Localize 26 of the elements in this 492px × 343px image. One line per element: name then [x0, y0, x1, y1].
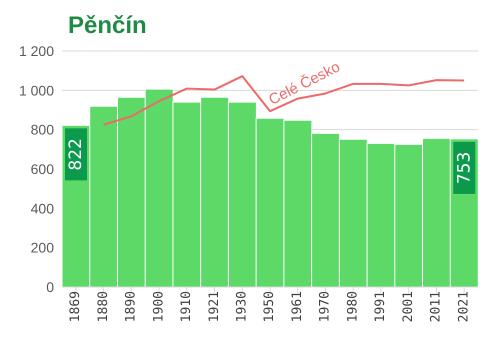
- data-label: 753: [454, 152, 474, 184]
- chart-title: Pěnčín: [68, 12, 147, 40]
- text: Celé Česko: [266, 58, 343, 109]
- x-tick-label: 1991: [373, 291, 388, 322]
- y-tick-label: 200: [30, 240, 54, 256]
- y-tick-label: 1 000: [18, 82, 54, 98]
- x-tick-label: 2021: [456, 291, 472, 322]
- x-tick-label: 1869: [68, 291, 84, 322]
- x-tick-label: 1970: [318, 291, 333, 322]
- x-tick-label: 1890: [124, 291, 139, 322]
- y-tick-label: 600: [30, 160, 54, 177]
- x-tick-label: 2011: [428, 291, 444, 322]
- y-tick-label: 800: [30, 122, 54, 138]
- x-tick-label: 1930: [234, 291, 250, 322]
- x-tick-label: 1900: [151, 291, 166, 322]
- x-tick-label: 1910: [179, 291, 194, 322]
- x-tick-label: 2001: [400, 291, 416, 322]
- y-tick-label: 1 200: [18, 42, 54, 59]
- x-tick-label: 1980: [345, 291, 360, 322]
- x-tick-label: 1950: [262, 291, 278, 322]
- data-label: 822: [66, 138, 86, 171]
- y-tick-label: 400: [30, 200, 54, 216]
- x-tick-label: 1880: [96, 291, 111, 322]
- x-tick-label: 1921: [206, 291, 222, 322]
- y-tick-label: 0: [46, 278, 54, 295]
- x-tick-label: 1961: [290, 291, 305, 322]
